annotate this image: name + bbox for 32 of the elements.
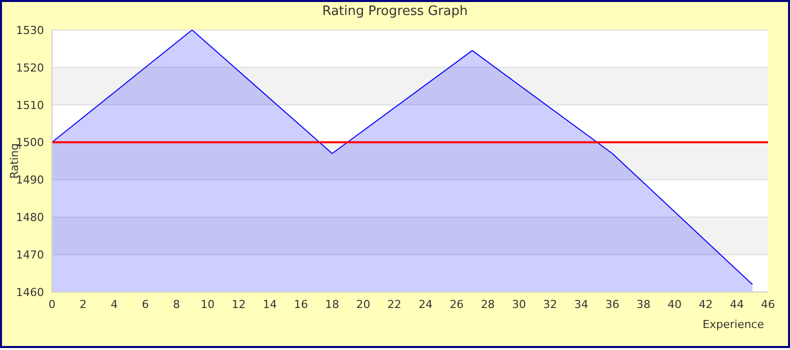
x-tick-label: 42 [698,298,713,311]
x-tick-label: 22 [387,298,402,311]
x-tick-label: 18 [325,298,340,311]
x-tick-label: 10 [200,298,215,311]
x-tick-label: 16 [294,298,308,311]
x-tick-label: 26 [450,298,464,311]
x-tick-label: 2 [80,298,87,311]
x-tick-label: 34 [574,298,588,311]
y-tick-label: 1470 [16,248,44,262]
y-tick-label: 1530 [16,24,44,37]
y-tick-label: 1480 [16,211,44,224]
x-tick-label: 6 [142,298,149,311]
x-tick-label: 30 [512,298,526,311]
x-tick-label: 40 [668,298,682,311]
x-tick-label: 12 [232,298,246,311]
x-tick-label: 8 [173,298,180,311]
x-tick-label: 20 [356,298,370,311]
y-tick-label: 1510 [16,98,44,112]
x-tick-label: 38 [636,298,650,311]
x-tick-label: 32 [543,298,558,311]
x-tick-label: 28 [480,298,495,311]
x-tick-label: 46 [761,298,775,311]
chart-title: Rating Progress Graph [321,4,469,19]
x-axis-title: Experience [702,318,764,331]
x-tick-label: 24 [418,298,433,311]
y-tick-label: 1460 [16,286,44,299]
x-tick-label: 36 [605,298,620,311]
x-tick-label: 0 [48,298,56,311]
x-tick-label: 14 [262,298,277,311]
y-tick-label: 1520 [16,61,44,74]
x-tick-label: 44 [730,298,744,311]
x-tick-label: 4 [110,298,118,311]
